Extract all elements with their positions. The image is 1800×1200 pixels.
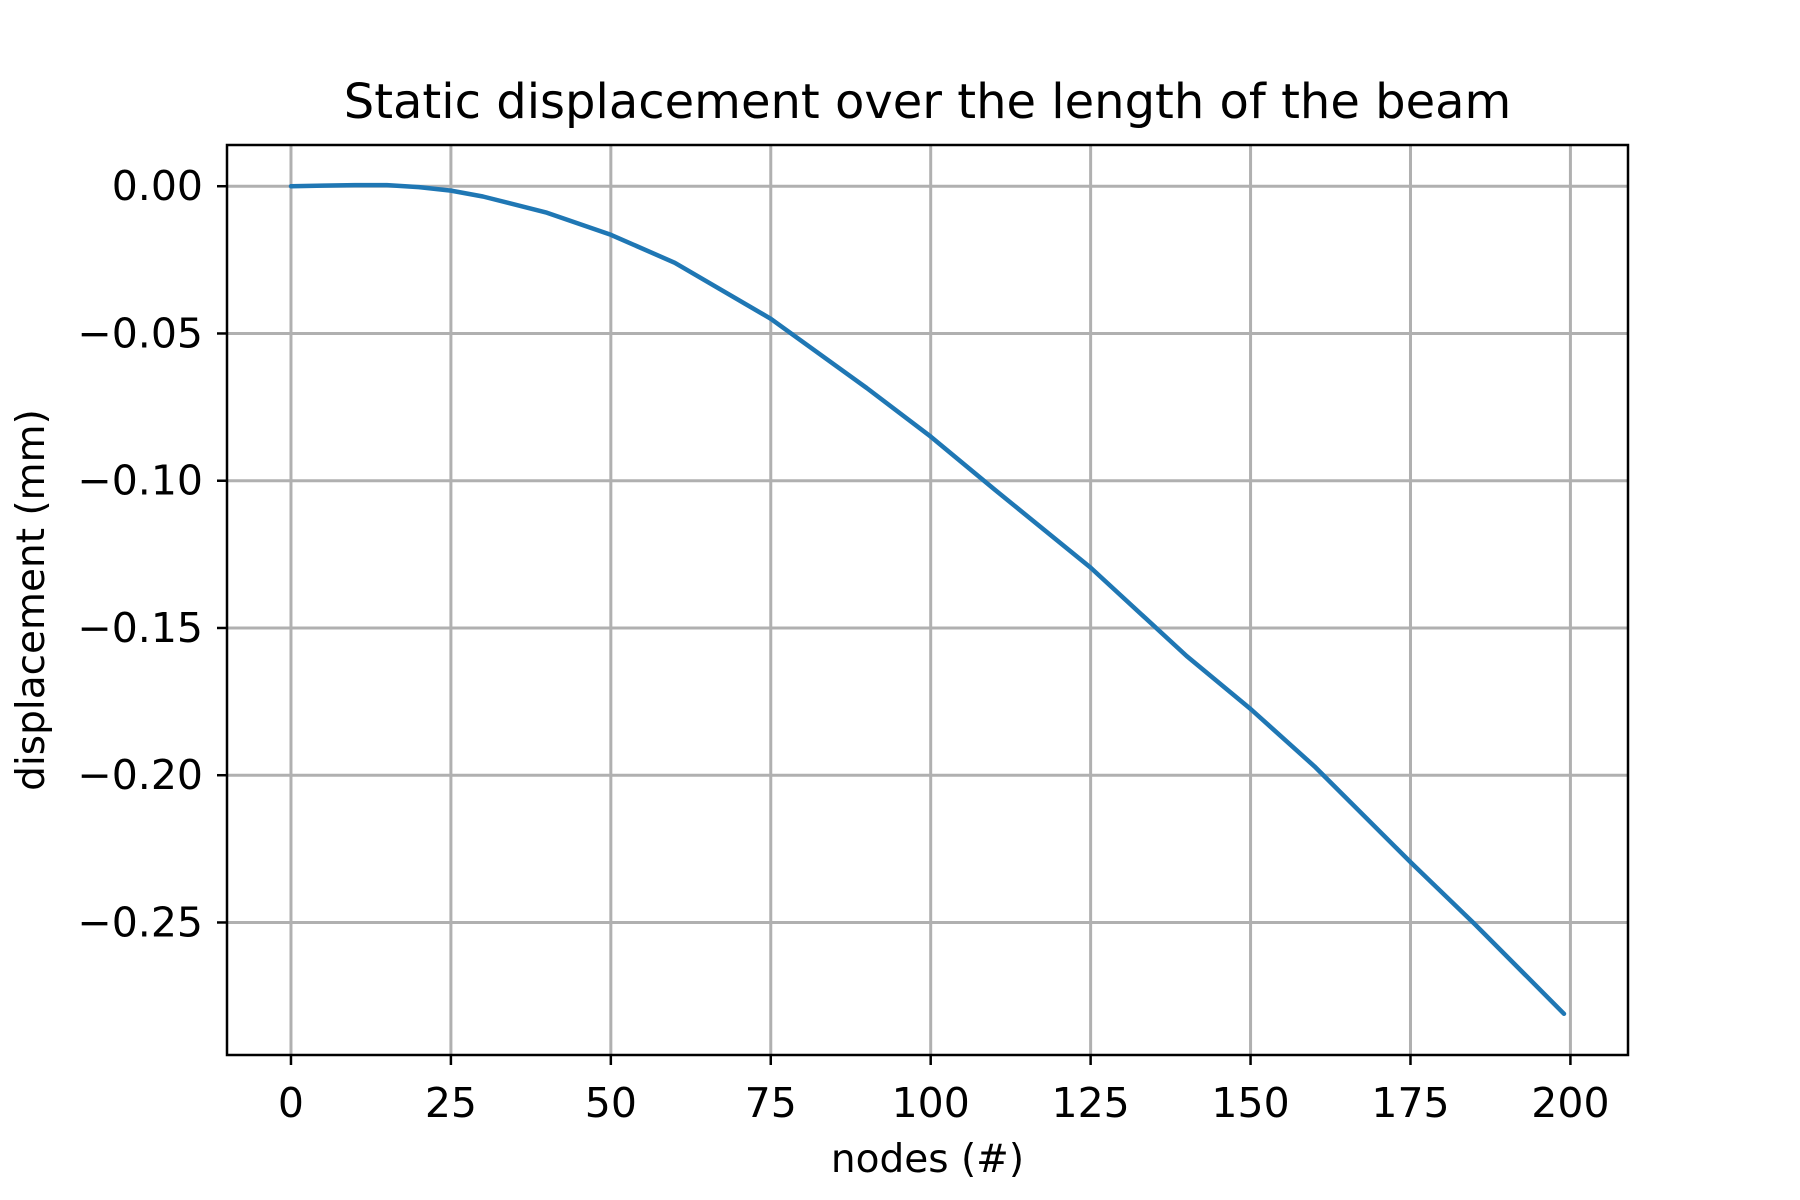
chart-title: Static displacement over the length of t…	[344, 74, 1512, 130]
x-tick-label: 50	[585, 1079, 637, 1127]
y-tick-label: −0.10	[77, 457, 203, 505]
series-layer	[288, 182, 1567, 1017]
x-tick-label: 125	[1051, 1079, 1129, 1127]
x-axis-ticks: 0 25 50 75 100 125 150 175 200	[278, 1055, 1610, 1127]
x-axis-label: nodes (#)	[831, 1137, 1024, 1182]
y-tick-label: 0.00	[112, 162, 203, 210]
y-tick-label: −0.15	[77, 604, 203, 652]
y-axis-ticks: 0.00 −0.05 −0.10 −0.15 −0.20 −0.25	[77, 162, 227, 946]
y-axis-label: displacement (mm)	[9, 409, 54, 791]
x-tick-label: 75	[745, 1079, 797, 1127]
x-tick-label: 200	[1531, 1079, 1609, 1127]
x-tick-label: 100	[892, 1079, 970, 1127]
y-tick-label: −0.25	[77, 898, 203, 946]
series-line	[288, 182, 1567, 1017]
x-tick-label: 175	[1371, 1079, 1449, 1127]
x-tick-label: 0	[278, 1079, 304, 1127]
y-tick-label: −0.05	[77, 309, 203, 357]
plot-frame	[225, 143, 1630, 1057]
grid	[227, 145, 1628, 1055]
x-tick-label: 150	[1211, 1079, 1289, 1127]
x-tick-label: 25	[425, 1079, 477, 1127]
y-tick-label: −0.20	[77, 751, 203, 799]
